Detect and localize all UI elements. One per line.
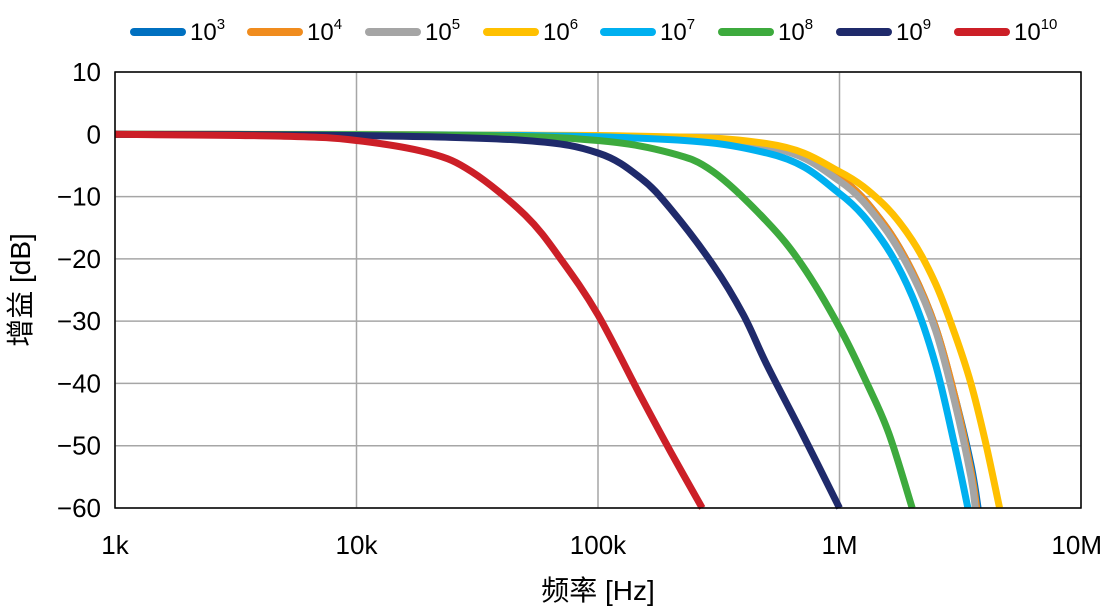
y-axis-label: 增益 [dB] bbox=[5, 233, 36, 347]
legend-label: 1010 bbox=[1014, 16, 1057, 46]
legend-label-exponent: 4 bbox=[334, 16, 342, 33]
legend-label: 107 bbox=[660, 16, 695, 46]
legend-label-exponent: 8 bbox=[805, 16, 813, 33]
y-tick-label: −10 bbox=[57, 182, 101, 212]
y-tick-label: 10 bbox=[72, 57, 101, 87]
legend-label-exponent: 6 bbox=[570, 16, 578, 33]
x-tick-label: 10M bbox=[1051, 530, 1102, 560]
x-tick-label: 1M bbox=[821, 530, 857, 560]
x-axis-label: 频率 [Hz] bbox=[541, 575, 655, 606]
x-tick-label: 1k bbox=[101, 530, 129, 560]
legend-label: 105 bbox=[425, 16, 460, 46]
legend-label: 106 bbox=[543, 16, 578, 46]
legend-label: 104 bbox=[307, 16, 342, 46]
legend-label-base: 10 bbox=[425, 19, 452, 46]
y-tick-label: −60 bbox=[57, 493, 101, 523]
legend-label-base: 10 bbox=[896, 19, 923, 46]
y-tick-labels: 10 0 −10 −20 −30 −40 −50 −60 bbox=[57, 57, 101, 523]
y-tick-label: −50 bbox=[57, 431, 101, 461]
legend-label: 108 bbox=[778, 16, 813, 46]
legend-label-base: 10 bbox=[307, 19, 334, 46]
y-tick-label: 0 bbox=[87, 119, 101, 149]
legend: 103 104 105 106 107 108 109 1010 bbox=[130, 16, 1057, 46]
legend-label-base: 10 bbox=[1014, 19, 1041, 46]
legend-label-base: 10 bbox=[543, 19, 570, 46]
legend-label-exponent: 9 bbox=[923, 16, 931, 33]
x-tick-label: 10k bbox=[336, 530, 379, 560]
y-tick-label: −20 bbox=[57, 244, 101, 274]
legend-label: 103 bbox=[190, 16, 225, 46]
legend-label-base: 10 bbox=[190, 19, 217, 46]
legend-label-base: 10 bbox=[778, 19, 805, 46]
x-tick-labels: 1k 10k 100k 1M 10M bbox=[101, 530, 1102, 560]
series-line bbox=[114, 130, 843, 510]
legend-label: 109 bbox=[896, 16, 931, 46]
legend-label-exponent: 10 bbox=[1041, 16, 1058, 33]
y-tick-label: −40 bbox=[57, 368, 101, 398]
plot-frame bbox=[114, 71, 1082, 509]
series-lines bbox=[114, 130, 1004, 510]
legend-label-base: 10 bbox=[660, 19, 687, 46]
x-tick-label: 100k bbox=[570, 530, 627, 560]
series-line bbox=[114, 130, 706, 510]
legend-label-exponent: 5 bbox=[452, 16, 460, 33]
y-tick-label: −30 bbox=[57, 306, 101, 336]
legend-label-exponent: 7 bbox=[687, 16, 695, 33]
legend-label-exponent: 3 bbox=[217, 16, 225, 33]
